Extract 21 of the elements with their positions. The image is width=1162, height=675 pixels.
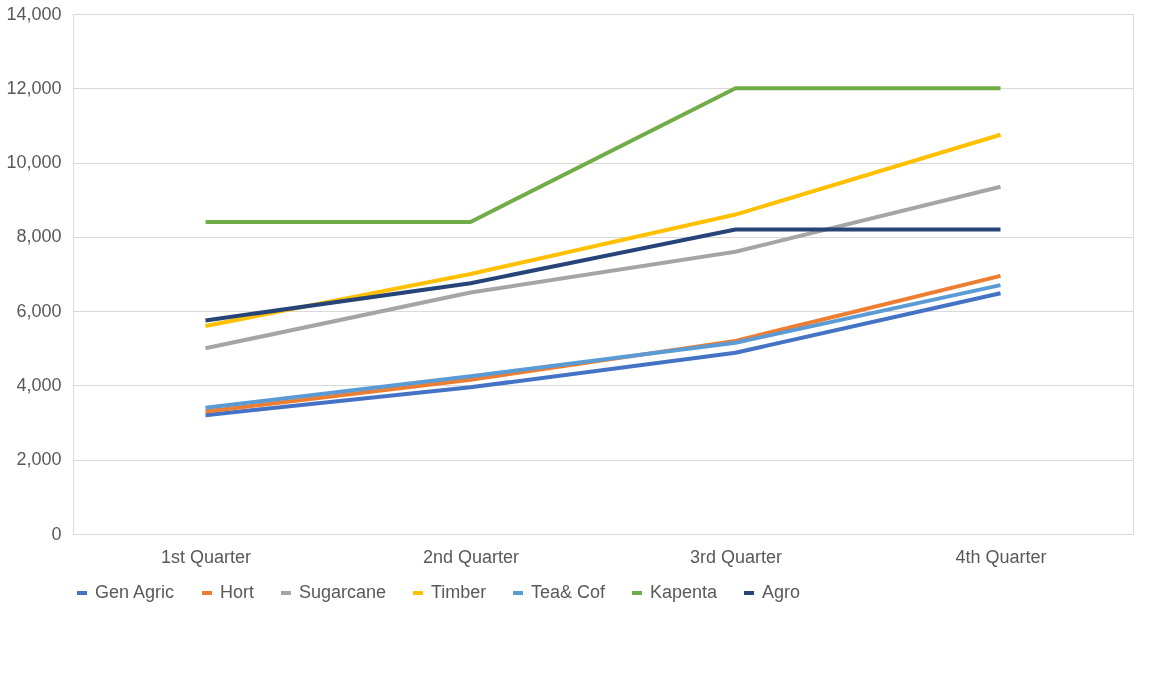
legend-label: Timber [431, 582, 487, 602]
y-tick-label: 6,000 [16, 300, 62, 321]
y-tick-label: 0 [51, 523, 62, 544]
legend-label: Sugarcane [299, 582, 387, 602]
y-tick-label: 4,000 [16, 374, 62, 395]
legend-label: Kapenta [650, 582, 719, 602]
y-tick-label: 8,000 [16, 226, 62, 247]
legend-label: Agro [762, 582, 801, 602]
legend-label: Gen Agric [95, 582, 175, 602]
line-series [203, 184, 1003, 351]
y-tick-label: 10,000 [6, 152, 62, 173]
x-tick-label: 1st Quarter [160, 546, 252, 567]
line-series [203, 132, 1003, 328]
y-tick-label: 2,000 [16, 449, 62, 470]
legend-label: Hort [220, 582, 255, 602]
x-tick-label: 2nd Quarter [422, 546, 520, 567]
legend-label: Tea& Cof [531, 582, 607, 602]
y-tick-label: 14,000 [6, 3, 62, 24]
x-tick-label: 3rd Quarter [689, 546, 783, 567]
x-tick-label: 4th Quarter [955, 546, 1047, 567]
y-tick-label: 12,000 [6, 77, 62, 98]
